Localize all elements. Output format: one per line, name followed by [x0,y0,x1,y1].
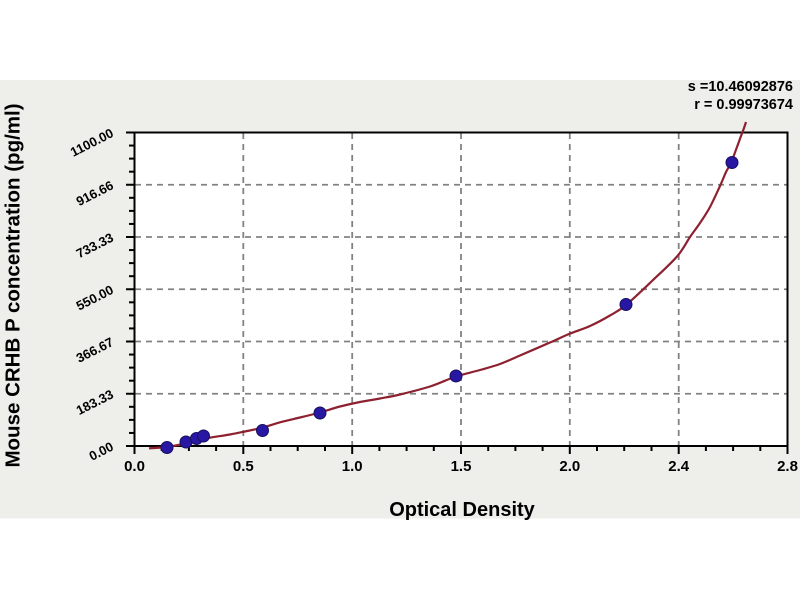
svg-text:s =10.46092876: s =10.46092876 [688,79,793,95]
svg-text:2.4: 2.4 [668,458,690,475]
svg-text:Mouse CRHB P concentration (pg: Mouse CRHB P concentration (pg/ml) [2,103,25,467]
svg-text:0.0: 0.0 [124,458,145,475]
svg-text:2.0: 2.0 [559,458,580,475]
svg-text:r = 0.99973674: r = 0.99973674 [694,97,793,113]
svg-text:2.8: 2.8 [777,458,798,475]
svg-text:0.5: 0.5 [233,458,254,475]
svg-text:Optical Density: Optical Density [389,499,535,521]
svg-text:1.5: 1.5 [451,458,472,475]
svg-text:1.0: 1.0 [342,458,363,475]
